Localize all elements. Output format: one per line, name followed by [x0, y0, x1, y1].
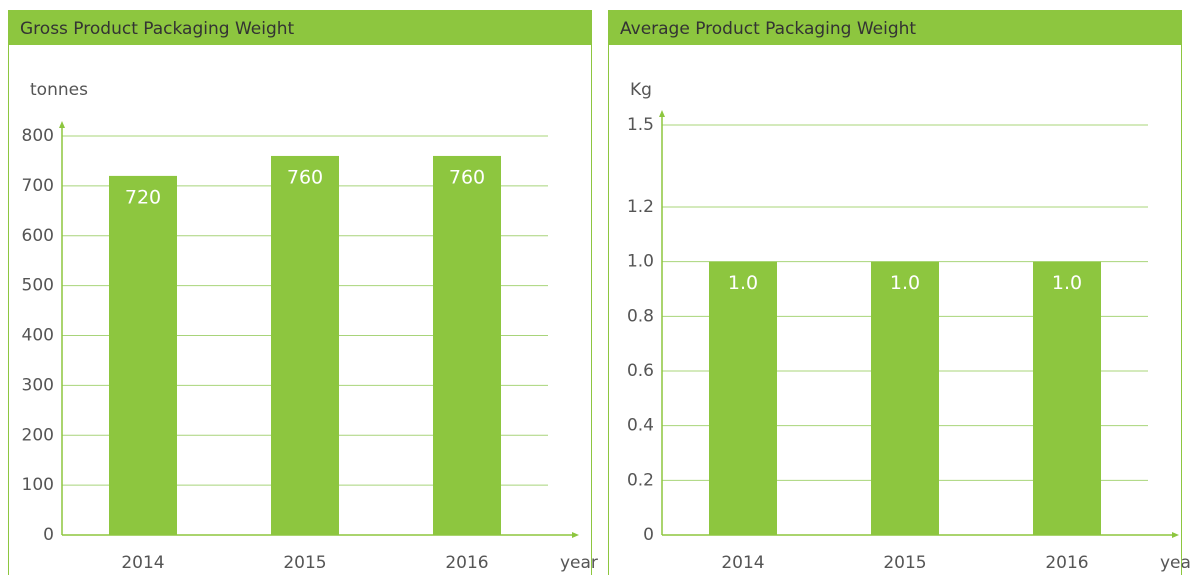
value-label: 760	[287, 166, 323, 188]
y-tick-label: 1.0	[627, 252, 654, 272]
y-axis-arrow	[659, 110, 665, 117]
value-label: 1.0	[890, 272, 920, 294]
y-tick-label: 0.2	[627, 470, 654, 490]
bar	[871, 261, 939, 535]
y-tick-label: 400	[22, 326, 54, 346]
value-label: 1.0	[728, 272, 758, 294]
value-label: 720	[125, 186, 161, 208]
y-tick-label: 0.4	[627, 416, 654, 436]
y-axis-label: Kg	[630, 80, 652, 100]
bar	[709, 261, 777, 535]
x-axis-arrow	[1172, 532, 1179, 538]
y-tick-label: 600	[22, 226, 54, 246]
x-tick-label: 2015	[883, 553, 926, 573]
y-tick-label: 300	[22, 375, 54, 395]
bar	[109, 175, 177, 535]
y-tick-label: 500	[22, 276, 54, 296]
panel-header	[608, 10, 1182, 45]
x-axis-arrow	[572, 532, 579, 538]
y-tick-label: 800	[22, 126, 54, 146]
panel-header	[8, 10, 592, 45]
y-tick-label: 200	[22, 425, 54, 445]
panel-title: Average Product Packaging Weight	[620, 19, 916, 39]
y-tick-label: 1.2	[627, 197, 654, 217]
panel-title: Gross Product Packaging Weight	[20, 19, 295, 39]
value-label: 760	[449, 166, 485, 188]
x-axis-label: year	[1160, 553, 1190, 573]
x-tick-label: 2016	[1045, 553, 1088, 573]
y-tick-label: 0.8	[627, 306, 654, 326]
x-tick-label: 2014	[721, 553, 764, 573]
y-axis-arrow	[59, 121, 65, 128]
bar	[1033, 261, 1101, 535]
x-tick-label: 2014	[121, 553, 164, 573]
y-tick-label: 100	[22, 475, 54, 495]
value-label: 1.0	[1052, 272, 1082, 294]
y-tick-label: 1.5	[627, 115, 654, 135]
bar	[433, 155, 501, 535]
x-tick-label: 2016	[445, 553, 488, 573]
y-tick-label: 700	[22, 176, 54, 196]
y-axis-label: tonnes	[30, 80, 88, 100]
y-tick-label: 0	[643, 525, 654, 545]
x-tick-label: 2015	[283, 553, 326, 573]
y-tick-label: 0	[43, 525, 54, 545]
y-tick-label: 0.6	[627, 361, 654, 381]
x-axis-label: year	[560, 553, 598, 573]
bar	[271, 155, 339, 535]
